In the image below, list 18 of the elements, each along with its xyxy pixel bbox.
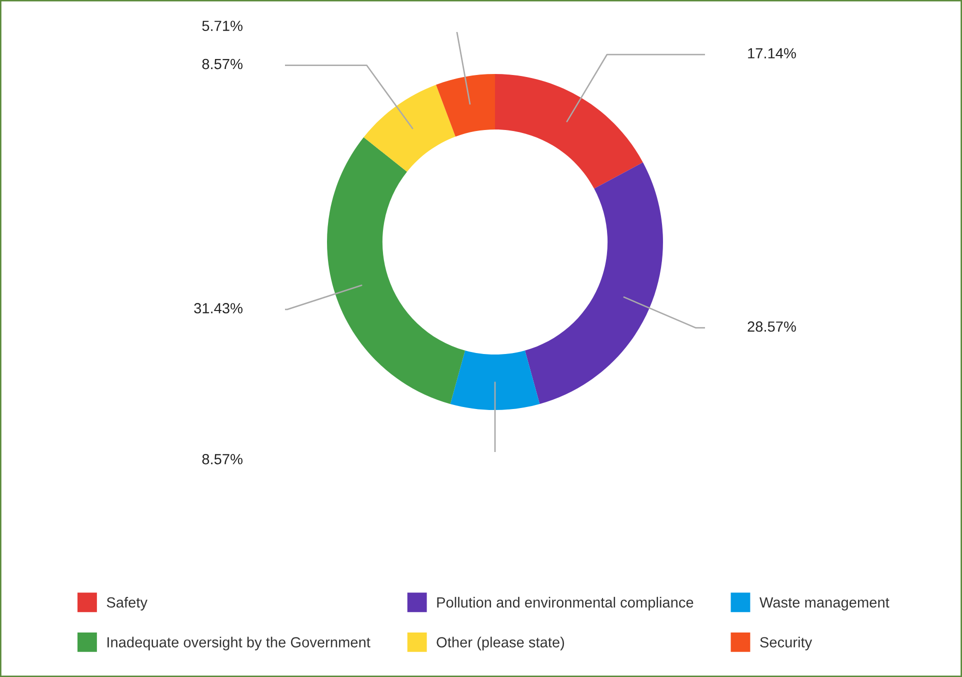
data-label: 8.57% (202, 58, 242, 70)
donut-slice (364, 84, 456, 172)
data-label: 28.57% (748, 321, 796, 332)
data-label: 5.71% (202, 20, 242, 32)
donut-slice (436, 74, 495, 137)
legend-label: Security (760, 636, 812, 650)
donut-slice (495, 74, 643, 189)
legend-label: Waste management (760, 597, 890, 610)
data-label: 8.57% (202, 454, 242, 464)
legend-label: Safety (106, 596, 148, 610)
donut-slice (450, 350, 540, 410)
legend-label: Other (please state) (436, 636, 564, 650)
donut-slice (327, 137, 466, 404)
data-label: 17.14% (748, 48, 796, 58)
legend-label: Pollution and environmental compliance (437, 596, 694, 610)
donut-slice (524, 162, 663, 404)
data-label: 31.43% (194, 303, 242, 314)
legend-label: Inadequate oversight by the Government (108, 636, 370, 650)
